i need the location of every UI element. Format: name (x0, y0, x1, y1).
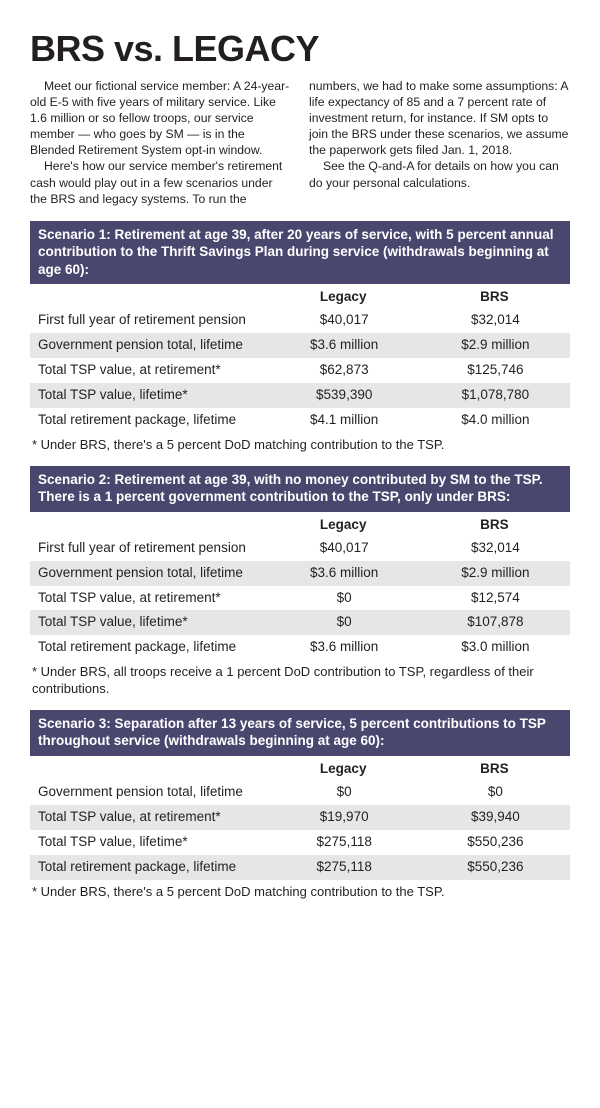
cell-legacy: $40,017 (268, 536, 419, 561)
row-label: Total TSP value, lifetime* (30, 830, 268, 855)
row-label: Total retirement package, lifetime (30, 635, 268, 660)
scenario-2-footnote: * Under BRS, all troops receive a 1 perc… (30, 660, 570, 700)
row-label: Total TSP value, at retirement* (30, 805, 268, 830)
row-label: Total TSP value, lifetime* (30, 383, 268, 408)
cell-brs: $32,014 (419, 308, 570, 333)
row-label: Total TSP value, lifetime* (30, 610, 268, 635)
intro-p1: Meet our fictional service member: A 24-… (30, 78, 291, 158)
row-label: Total TSP value, at retirement* (30, 358, 268, 383)
page-title: BRS vs. LEGACY (30, 28, 570, 70)
cell-brs: $39,940 (419, 805, 570, 830)
cell-legacy: $40,017 (268, 308, 419, 333)
cell-brs: $12,574 (419, 586, 570, 611)
cell-brs: $2.9 million (419, 333, 570, 358)
row-label: Total retirement package, lifetime (30, 855, 268, 880)
scenario-3: Scenario 3: Separation after 13 years of… (30, 710, 570, 902)
intro-p3: See the Q-and-A for details on how you c… (309, 158, 570, 190)
scenario-1: Scenario 1: Retirement at age 39, after … (30, 221, 570, 456)
cell-legacy: $62,873 (268, 358, 419, 383)
col-blank (30, 512, 268, 536)
scenario-1-heading: Scenario 1: Retirement at age 39, after … (30, 221, 570, 285)
cell-legacy: $3.6 million (268, 635, 419, 660)
col-blank (30, 756, 268, 780)
row-label: Government pension total, lifetime (30, 333, 268, 358)
row-label: Total TSP value, at retirement* (30, 586, 268, 611)
cell-legacy: $0 (268, 586, 419, 611)
cell-brs: $4.0 million (419, 408, 570, 433)
intro-columns: Meet our fictional service member: A 24-… (30, 78, 570, 207)
scenario-3-heading: Scenario 3: Separation after 13 years of… (30, 710, 570, 756)
col-brs: BRS (419, 284, 570, 308)
cell-legacy: $3.6 million (268, 333, 419, 358)
scenario-1-table: Legacy BRS First full year of retirement… (30, 284, 570, 432)
scenario-2-heading: Scenario 2: Retirement at age 39, with n… (30, 466, 570, 512)
row-label: First full year of retirement pension (30, 536, 268, 561)
scenario-1-footnote: * Under BRS, there's a 5 percent DoD mat… (30, 433, 570, 456)
cell-legacy: $0 (268, 610, 419, 635)
scenario-3-footnote: * Under BRS, there's a 5 percent DoD mat… (30, 880, 570, 903)
col-brs: BRS (419, 512, 570, 536)
cell-legacy: $3.6 million (268, 561, 419, 586)
cell-brs: $2.9 million (419, 561, 570, 586)
cell-brs: $550,236 (419, 855, 570, 880)
row-label: Government pension total, lifetime (30, 561, 268, 586)
cell-legacy: $0 (268, 780, 419, 805)
cell-brs: $32,014 (419, 536, 570, 561)
col-blank (30, 284, 268, 308)
scenario-2: Scenario 2: Retirement at age 39, with n… (30, 466, 570, 700)
cell-brs: $0 (419, 780, 570, 805)
scenario-2-table: Legacy BRS First full year of retirement… (30, 512, 570, 660)
cell-brs: $3.0 million (419, 635, 570, 660)
row-label: First full year of retirement pension (30, 308, 268, 333)
col-legacy: Legacy (268, 756, 419, 780)
cell-legacy: $275,118 (268, 830, 419, 855)
col-legacy: Legacy (268, 512, 419, 536)
col-brs: BRS (419, 756, 570, 780)
cell-legacy: $539,390 (268, 383, 419, 408)
col-legacy: Legacy (268, 284, 419, 308)
scenario-3-table: Legacy BRS Government pension total, lif… (30, 756, 570, 880)
cell-brs: $107,878 (419, 610, 570, 635)
cell-legacy: $275,118 (268, 855, 419, 880)
row-label: Government pension total, lifetime (30, 780, 268, 805)
cell-brs: $550,236 (419, 830, 570, 855)
cell-legacy: $19,970 (268, 805, 419, 830)
cell-brs: $1,078,780 (419, 383, 570, 408)
cell-brs: $125,746 (419, 358, 570, 383)
cell-legacy: $4.1 million (268, 408, 419, 433)
row-label: Total retirement package, lifetime (30, 408, 268, 433)
